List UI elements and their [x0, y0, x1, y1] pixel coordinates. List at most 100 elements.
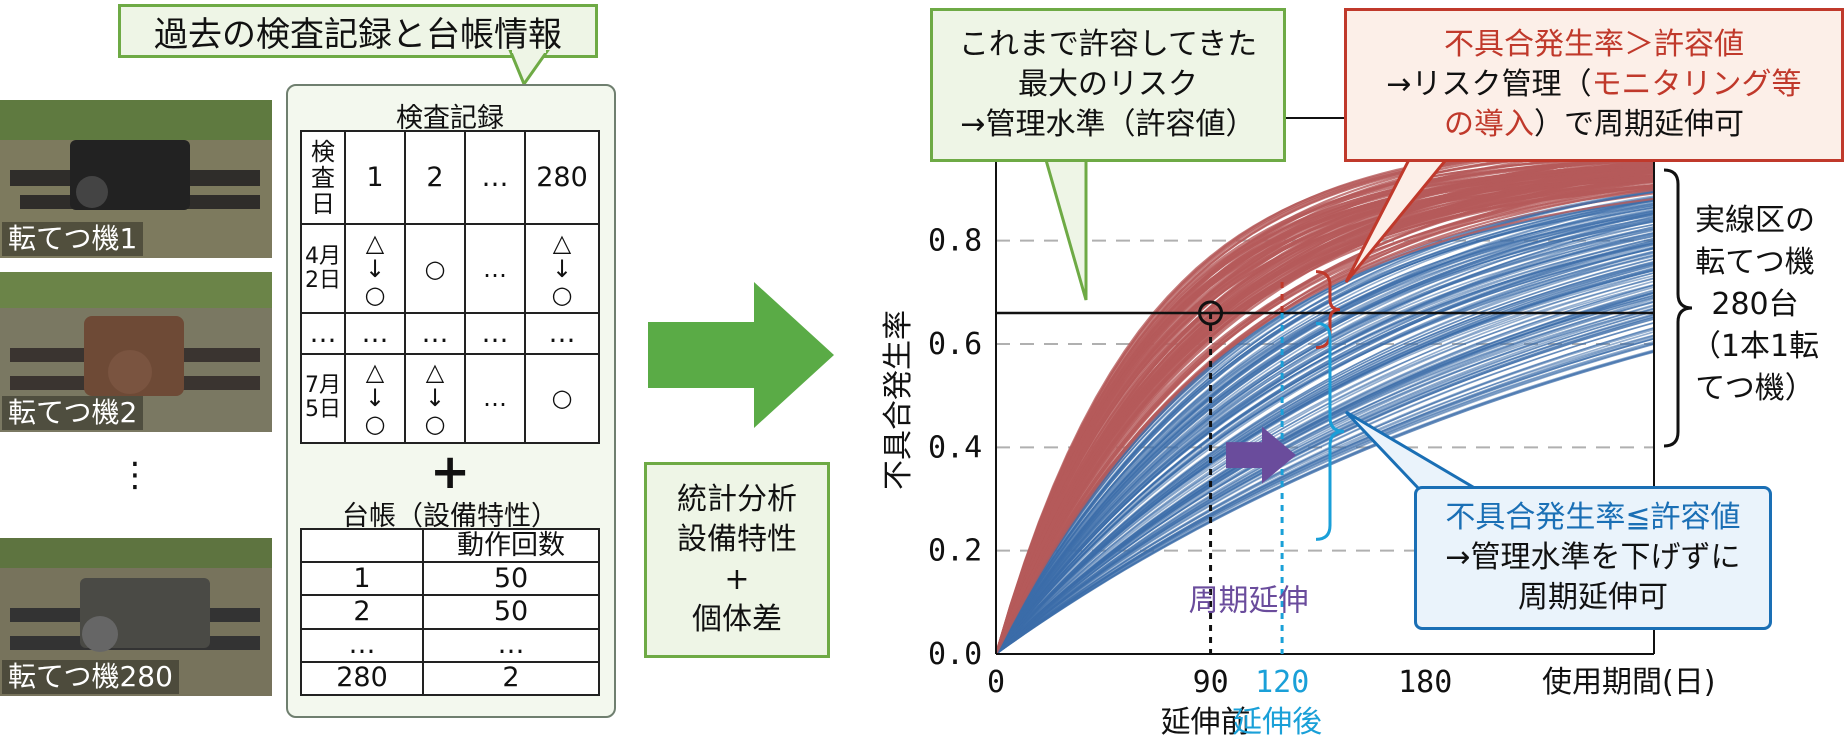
callout-line: 不具合発生率≦許容値: [1445, 500, 1741, 535]
x-axis-label: 使用期間(日): [1542, 665, 1715, 700]
y-tick-label: 0.2: [928, 534, 982, 569]
within-limit-callout: 不具合発生率≦許容値 →管理水準を下げずに 周期延伸可: [1414, 486, 1772, 630]
inspection-date-header: 検 査 日: [300, 129, 346, 226]
failure-curve: [995, 277, 1655, 655]
records-title: 過去の検査記録と台帳情報: [154, 14, 562, 55]
col-header: 2: [404, 129, 466, 226]
green-callout-pointer: [1042, 151, 1088, 301]
photo-label: 転てつ機280: [2, 660, 179, 694]
callout-line: の導入）で周期延伸可: [1347, 105, 1841, 145]
failure-curve: [995, 261, 1655, 655]
over-limit-curve: [994, 167, 1655, 655]
photo-label: 転てつ機1: [2, 222, 144, 256]
note-line: 実線区の: [1695, 203, 1815, 238]
table-cell: …: [404, 312, 466, 355]
switch-machine-image: [0, 272, 272, 432]
ledger-cell: …: [300, 627, 424, 663]
ledger-table: 動作回数 1 50 2 50 … … 280 2: [300, 527, 600, 697]
callout-text: →リスク管理（: [1386, 67, 1592, 102]
failure-curve: [995, 343, 1655, 655]
callout-pointer: [508, 50, 550, 88]
callout-line: 不具合発生率＞許容値: [1444, 27, 1744, 62]
failure-curve: [995, 204, 1655, 655]
row-date: 4月 2日: [300, 223, 346, 315]
x-tick-label: 120: [1255, 665, 1309, 700]
failure-curve: [995, 350, 1655, 655]
callout-line: →管理水準（許容値）: [960, 107, 1256, 142]
failure-curve: [995, 254, 1655, 655]
failure-curve: [995, 331, 1655, 655]
failure-curve: [995, 241, 1655, 655]
stat-line: 個体差: [692, 602, 782, 637]
note-line: 280台: [1711, 287, 1799, 322]
intersection-marker: [1198, 300, 1224, 326]
records-title-callout: 過去の検査記録と台帳情報: [118, 4, 598, 58]
over-limit-curve: [995, 175, 1655, 655]
inspection-table: 検 査 日 1 2 … 280 4月 2日 △ ↓ ○ ○ … △ ↓ ○ … …: [300, 129, 600, 445]
failure-curve: [995, 208, 1655, 655]
failure-curve: [995, 304, 1655, 655]
stat-line: 統計分析: [677, 482, 797, 517]
curves-group: [994, 139, 1655, 655]
stat-line: +: [724, 562, 750, 597]
col-header: 280: [524, 129, 600, 226]
right-brace: [1663, 168, 1693, 448]
callout-text: の導入: [1444, 107, 1534, 142]
over-limit-curve: [995, 197, 1655, 655]
failure-curve: [995, 263, 1655, 655]
switch-photo-2: 転てつ機2: [0, 272, 272, 432]
x-tick-label: 90: [1193, 665, 1229, 700]
vertical-ellipsis: ⋮: [118, 455, 152, 495]
ledger-cell: 2: [300, 594, 424, 630]
switch-photo-280: 転てつ機280: [0, 538, 272, 696]
over-limit-callout: 不具合発生率＞許容値 →リスク管理（モニタリング等 の導入）で周期延伸可: [1344, 8, 1844, 162]
x-tick-label: 180: [1398, 665, 1452, 700]
ledger-header: 動作回数: [422, 527, 600, 564]
failure-curve: [995, 280, 1655, 655]
y-tick-label: 0.8: [928, 224, 982, 259]
table-cell: ○: [404, 223, 466, 315]
col-header: …: [464, 129, 526, 226]
inspection-caption: 検査記録: [396, 103, 504, 134]
ledger-cell: 2: [422, 660, 600, 697]
failure-curve: [995, 327, 1655, 655]
ledger-header: [300, 527, 424, 564]
failure-curve: [995, 301, 1655, 655]
callout-text: ）で周期延伸可: [1534, 107, 1744, 142]
before-extension-label: 延伸前: [1161, 705, 1251, 739]
callout-line: →管理水準を下げずに: [1445, 540, 1741, 575]
failure-curve: [995, 321, 1655, 655]
switch-machine-image: [0, 100, 272, 258]
callout-line: →リスク管理（モニタリング等: [1347, 65, 1841, 105]
plus-sign: +: [430, 444, 471, 500]
table-cell: …: [464, 352, 526, 445]
note-line: （1本1転: [1690, 329, 1820, 364]
blue-brace: [1315, 321, 1345, 541]
failure-curve: [995, 199, 1655, 655]
table-cell: …: [464, 223, 526, 315]
photo-label: 転てつ機2: [2, 396, 144, 430]
failure-curve: [995, 212, 1655, 655]
statistical-analysis-box: 統計分析 設備特性 + 個体差: [644, 462, 830, 658]
failure-curve: [995, 290, 1655, 655]
y-tick-label: 0.0: [928, 637, 982, 672]
row-date: …: [300, 312, 346, 355]
switch-photo-1: 転てつ機1: [0, 100, 272, 258]
y-tick-label: 0.6: [928, 327, 982, 362]
switch-machine-image: [0, 538, 272, 696]
table-cell: △ ↓ ○: [524, 223, 600, 315]
table-cell: △ ↓ ○: [344, 223, 406, 315]
table-cell: ○: [524, 352, 600, 445]
failure-curve: [995, 314, 1655, 655]
failure-curve: [995, 226, 1655, 655]
table-cell: △ ↓ ○: [404, 352, 466, 445]
ledger-cell: 50: [422, 561, 600, 597]
shift-arrow-icon: [1226, 426, 1296, 484]
table-cell: …: [524, 312, 600, 355]
allowable-risk-callout: これまで許容してきた 最大のリスク →管理水準（許容値）: [930, 8, 1286, 162]
ledger-cell: 50: [422, 594, 600, 630]
note-line: 転てつ機: [1695, 245, 1815, 280]
over-limit-curve: [994, 183, 1655, 655]
over-limit-curve: [994, 177, 1655, 655]
note-line: てつ機）: [1695, 371, 1815, 406]
